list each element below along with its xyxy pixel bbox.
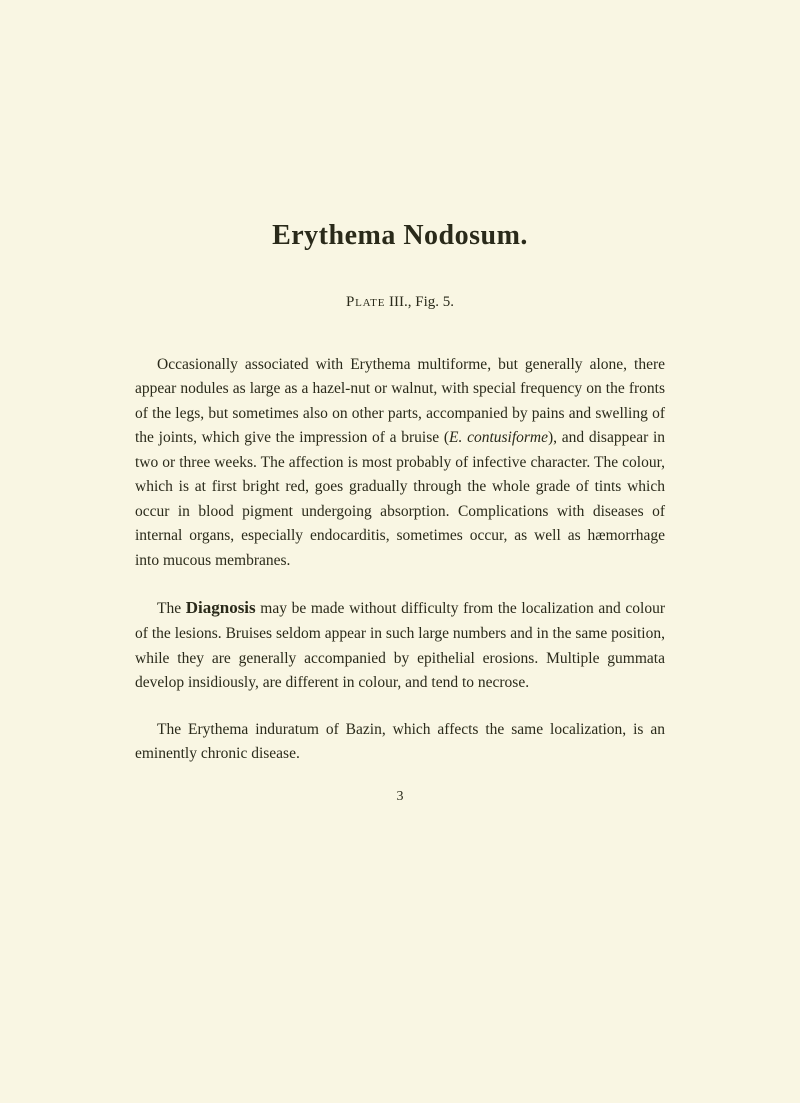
plate-label: Plate	[346, 294, 385, 310]
para1-text2: ), and disappear in two or three weeks. …	[135, 429, 665, 568]
body-paragraph-1: Occasionally associated with Erythema mu…	[135, 353, 665, 573]
plate-reference: Plate III., Fig. 5.	[135, 294, 665, 311]
fig-label: Fig.	[415, 294, 439, 310]
page-title: Erythema Nodosum.	[135, 220, 665, 252]
page-number: 3	[135, 789, 665, 805]
body-paragraph-3: The Erythema induratum of Bazin, which a…	[135, 718, 665, 767]
fig-number: 5.	[443, 294, 454, 310]
diagnosis-label: Diagnosis	[186, 598, 256, 617]
para1-italic1: E. contusiforme	[449, 429, 548, 446]
body-paragraph-2: The Diagnosis may be made without diffic…	[135, 595, 665, 695]
plate-number: III.,	[389, 294, 412, 310]
para2-text1: The	[157, 600, 186, 617]
